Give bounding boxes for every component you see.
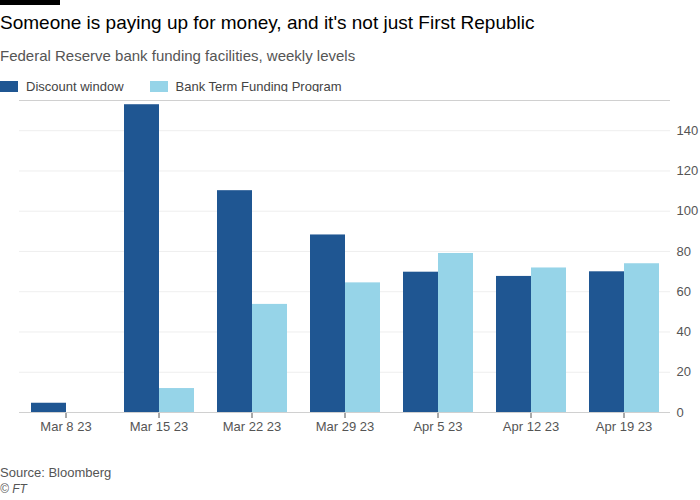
svg-text:140: 140 [677,123,699,138]
svg-text:Apr 19 23: Apr 19 23 [596,419,652,434]
svg-text:20: 20 [677,364,691,379]
html-text:Source: Bloomberg: Source: Bloomberg [0,465,112,480]
svg-text:0: 0 [677,405,684,420]
svg-text:40: 40 [677,324,691,339]
svg-text:100: 100 [677,203,699,218]
svg-text:Mar 29 23: Mar 29 23 [316,419,375,434]
svg-text:120: 120 [677,163,699,178]
svg-text:60: 60 [677,284,691,299]
svg-text:Mar 22 23: Mar 22 23 [223,419,282,434]
svg-text:Mar 15 23: Mar 15 23 [130,419,189,434]
svg-text:Apr 5 23: Apr 5 23 [413,419,462,434]
svg-text:80: 80 [677,244,691,259]
svg-text:Apr 12 23: Apr 12 23 [503,419,559,434]
html-text:Discount window: Discount window [26,79,124,94]
html-text:© FT: © FT [0,482,27,496]
svg-text:Mar 8 23: Mar 8 23 [40,419,91,434]
html-text:Bank Term Funding Program: Bank Term Funding Program [175,79,342,94]
html-text:Someone is paying up for money: Someone is paying up for money, and it's… [0,12,535,33]
html-text:Federal Reserve bank funding f: Federal Reserve bank funding facilities,… [0,47,356,64]
